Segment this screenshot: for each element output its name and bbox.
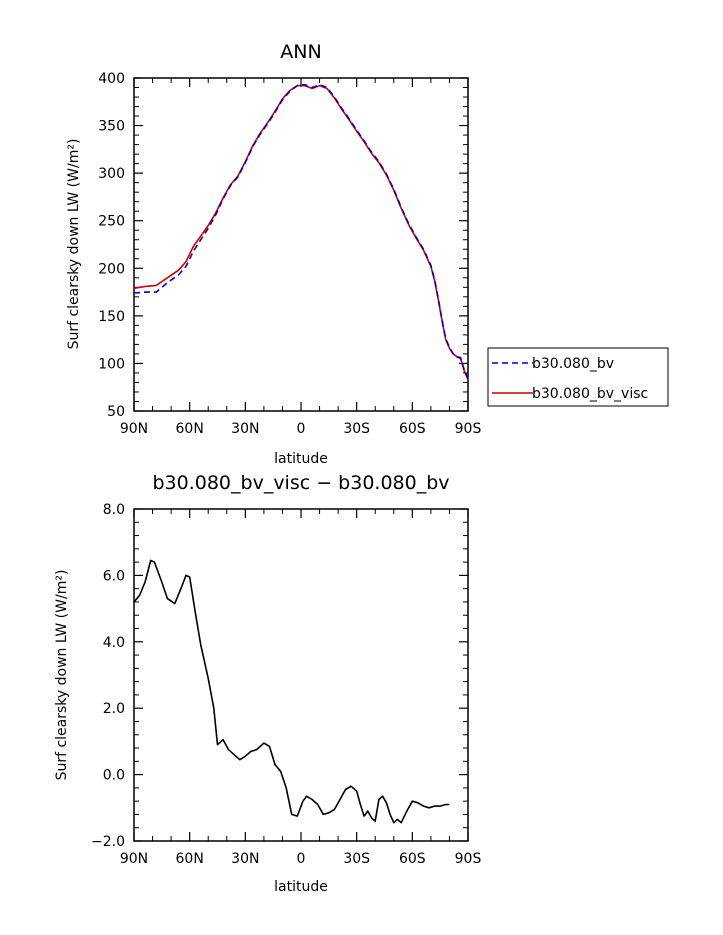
legend-label-b30-080-bv-visc: b30.080_bv_visc: [532, 386, 648, 402]
top-axis-ticks: [133, 77, 469, 412]
bottom-chart-title: b30.080_bv_visc − b30.080_bv: [152, 472, 449, 494]
top-y-tick-labels: 50 100 150 200 250 300 350 400: [98, 71, 125, 420]
bottom-y-tick-label: 4.0: [103, 635, 125, 651]
top-y-tick-label: 200: [98, 261, 125, 277]
top-chart-title: ANN: [280, 41, 321, 63]
bottom-axis-ticks: [133, 508, 469, 842]
bottom-x-tick-label: 60S: [399, 851, 426, 867]
top-y-tick-label: 300: [98, 166, 125, 182]
top-x-tick-label: 60S: [399, 421, 426, 437]
bottom-y-tick-labels: −2.0 0.0 2.0 4.0 6.0 8.0: [91, 502, 125, 850]
bottom-x-tick-label: 90N: [120, 851, 148, 867]
bottom-plot-frame: [133, 508, 469, 842]
top-x-tick-labels: 90N 60N 30N 0 30S 60S 90S: [120, 421, 482, 437]
top-series-lines: [133, 83, 469, 380]
bottom-x-axis-label: latitude: [274, 879, 328, 895]
bottom-y-axis-label: Surf clearsky down LW (W/m²): [54, 570, 70, 781]
top-x-tick-label: 30N: [231, 421, 259, 437]
top-y-tick-label: 50: [107, 404, 125, 420]
bottom-x-tick-label: 30S: [343, 851, 370, 867]
top-x-tick-label: 60N: [176, 421, 204, 437]
bottom-y-tick-label: 8.0: [103, 502, 125, 518]
top-x-tick-label: 90S: [455, 421, 482, 437]
bottom-panel: b30.080_bv_visc − b30.080_bv −2.0 0.0 2.0 4…: [54, 472, 481, 895]
top-y-tick-label: 150: [98, 309, 125, 325]
top-y-axis-label: Surf clearsky down LW (W/m²): [66, 139, 82, 350]
top-y-tick-label: 350: [98, 119, 125, 135]
top-x-tick-label: 90N: [120, 421, 148, 437]
top-panel: ANN 50 100 150 200 250 300 350 400 90N 60N 30N 0 30…: [66, 41, 669, 467]
bottom-x-tick-labels: 90N 60N 30N 0 30S 60S 90S: [120, 851, 482, 867]
legend: b30.080_bv b30.080_bv_visc: [487, 347, 669, 407]
bottom-y-tick-label: 2.0: [103, 701, 125, 717]
top-x-tick-label: 0: [297, 421, 306, 437]
top-x-tick-label: 30S: [343, 421, 370, 437]
legend-label-b30-080-bv: b30.080_bv: [532, 356, 614, 372]
top-y-tick-label: 250: [98, 214, 125, 230]
legend-box: [487, 347, 669, 407]
bottom-x-tick-label: 30N: [231, 851, 259, 867]
top-series-line-b30-080-bv-visc: [133, 84, 469, 380]
top-y-tick-label: 100: [98, 356, 125, 372]
top-plot-frame: [133, 77, 469, 412]
top-x-axis-label: latitude: [274, 451, 328, 467]
bottom-y-tick-label: 6.0: [103, 568, 125, 584]
bottom-y-tick-label: −2.0: [91, 834, 125, 850]
bottom-x-tick-label: 0: [297, 851, 306, 867]
top-y-tick-label: 400: [98, 71, 125, 87]
bottom-x-tick-label: 90S: [455, 851, 482, 867]
bottom-y-tick-label: 0.0: [103, 768, 125, 784]
top-series-line-b30-080-bv: [133, 83, 469, 380]
bottom-series-line-0: [133, 559, 450, 824]
bottom-series-lines: [133, 559, 450, 824]
bottom-x-tick-label: 60N: [176, 851, 204, 867]
